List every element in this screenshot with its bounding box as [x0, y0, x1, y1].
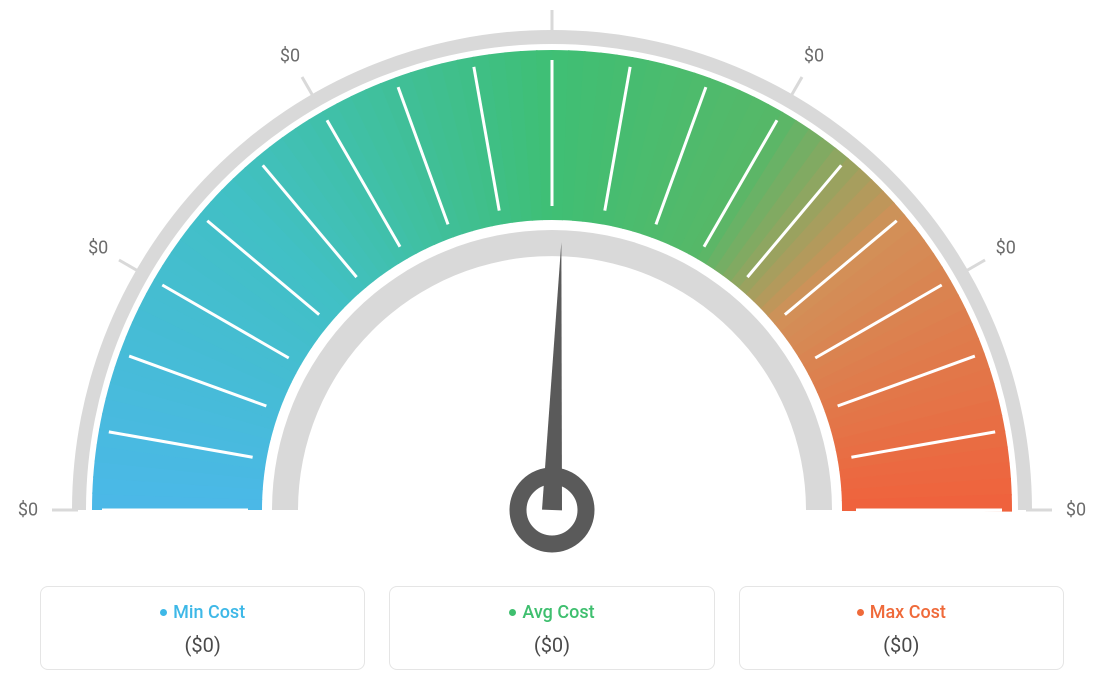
cost-gauge-widget: $0$0$0$0$0$0$0 Min Cost ($0) Avg Cost ($… — [0, 0, 1104, 690]
legend-dot-max — [857, 609, 864, 616]
legend-dot-min — [160, 609, 167, 616]
gauge-tick-label: $0 — [1066, 500, 1086, 521]
legend-value-min: ($0) — [53, 633, 352, 657]
gauge-tick-label: $0 — [88, 238, 108, 259]
legend-value-max: ($0) — [752, 633, 1051, 657]
legend-row: Min Cost ($0) Avg Cost ($0) Max Cost ($0… — [40, 586, 1064, 670]
gauge-chart: $0$0$0$0$0$0$0 — [0, 0, 1104, 560]
legend-value-avg: ($0) — [402, 633, 701, 657]
legend-label-avg: Avg Cost — [522, 602, 594, 623]
gauge-tick-label: $0 — [18, 500, 38, 521]
gauge-svg — [0, 0, 1104, 560]
legend-card-avg: Avg Cost ($0) — [389, 586, 714, 670]
gauge-tick-label: $0 — [804, 46, 824, 67]
gauge-tick-label: $0 — [280, 46, 300, 67]
legend-card-max: Max Cost ($0) — [739, 586, 1064, 670]
gauge-tick-label: $0 — [996, 238, 1016, 259]
legend-title-min: Min Cost — [160, 602, 245, 623]
legend-card-min: Min Cost ($0) — [40, 586, 365, 670]
legend-title-avg: Avg Cost — [509, 602, 594, 623]
legend-title-max: Max Cost — [857, 602, 946, 623]
legend-label-max: Max Cost — [870, 602, 946, 623]
legend-label-min: Min Cost — [173, 602, 245, 623]
legend-dot-avg — [509, 609, 516, 616]
